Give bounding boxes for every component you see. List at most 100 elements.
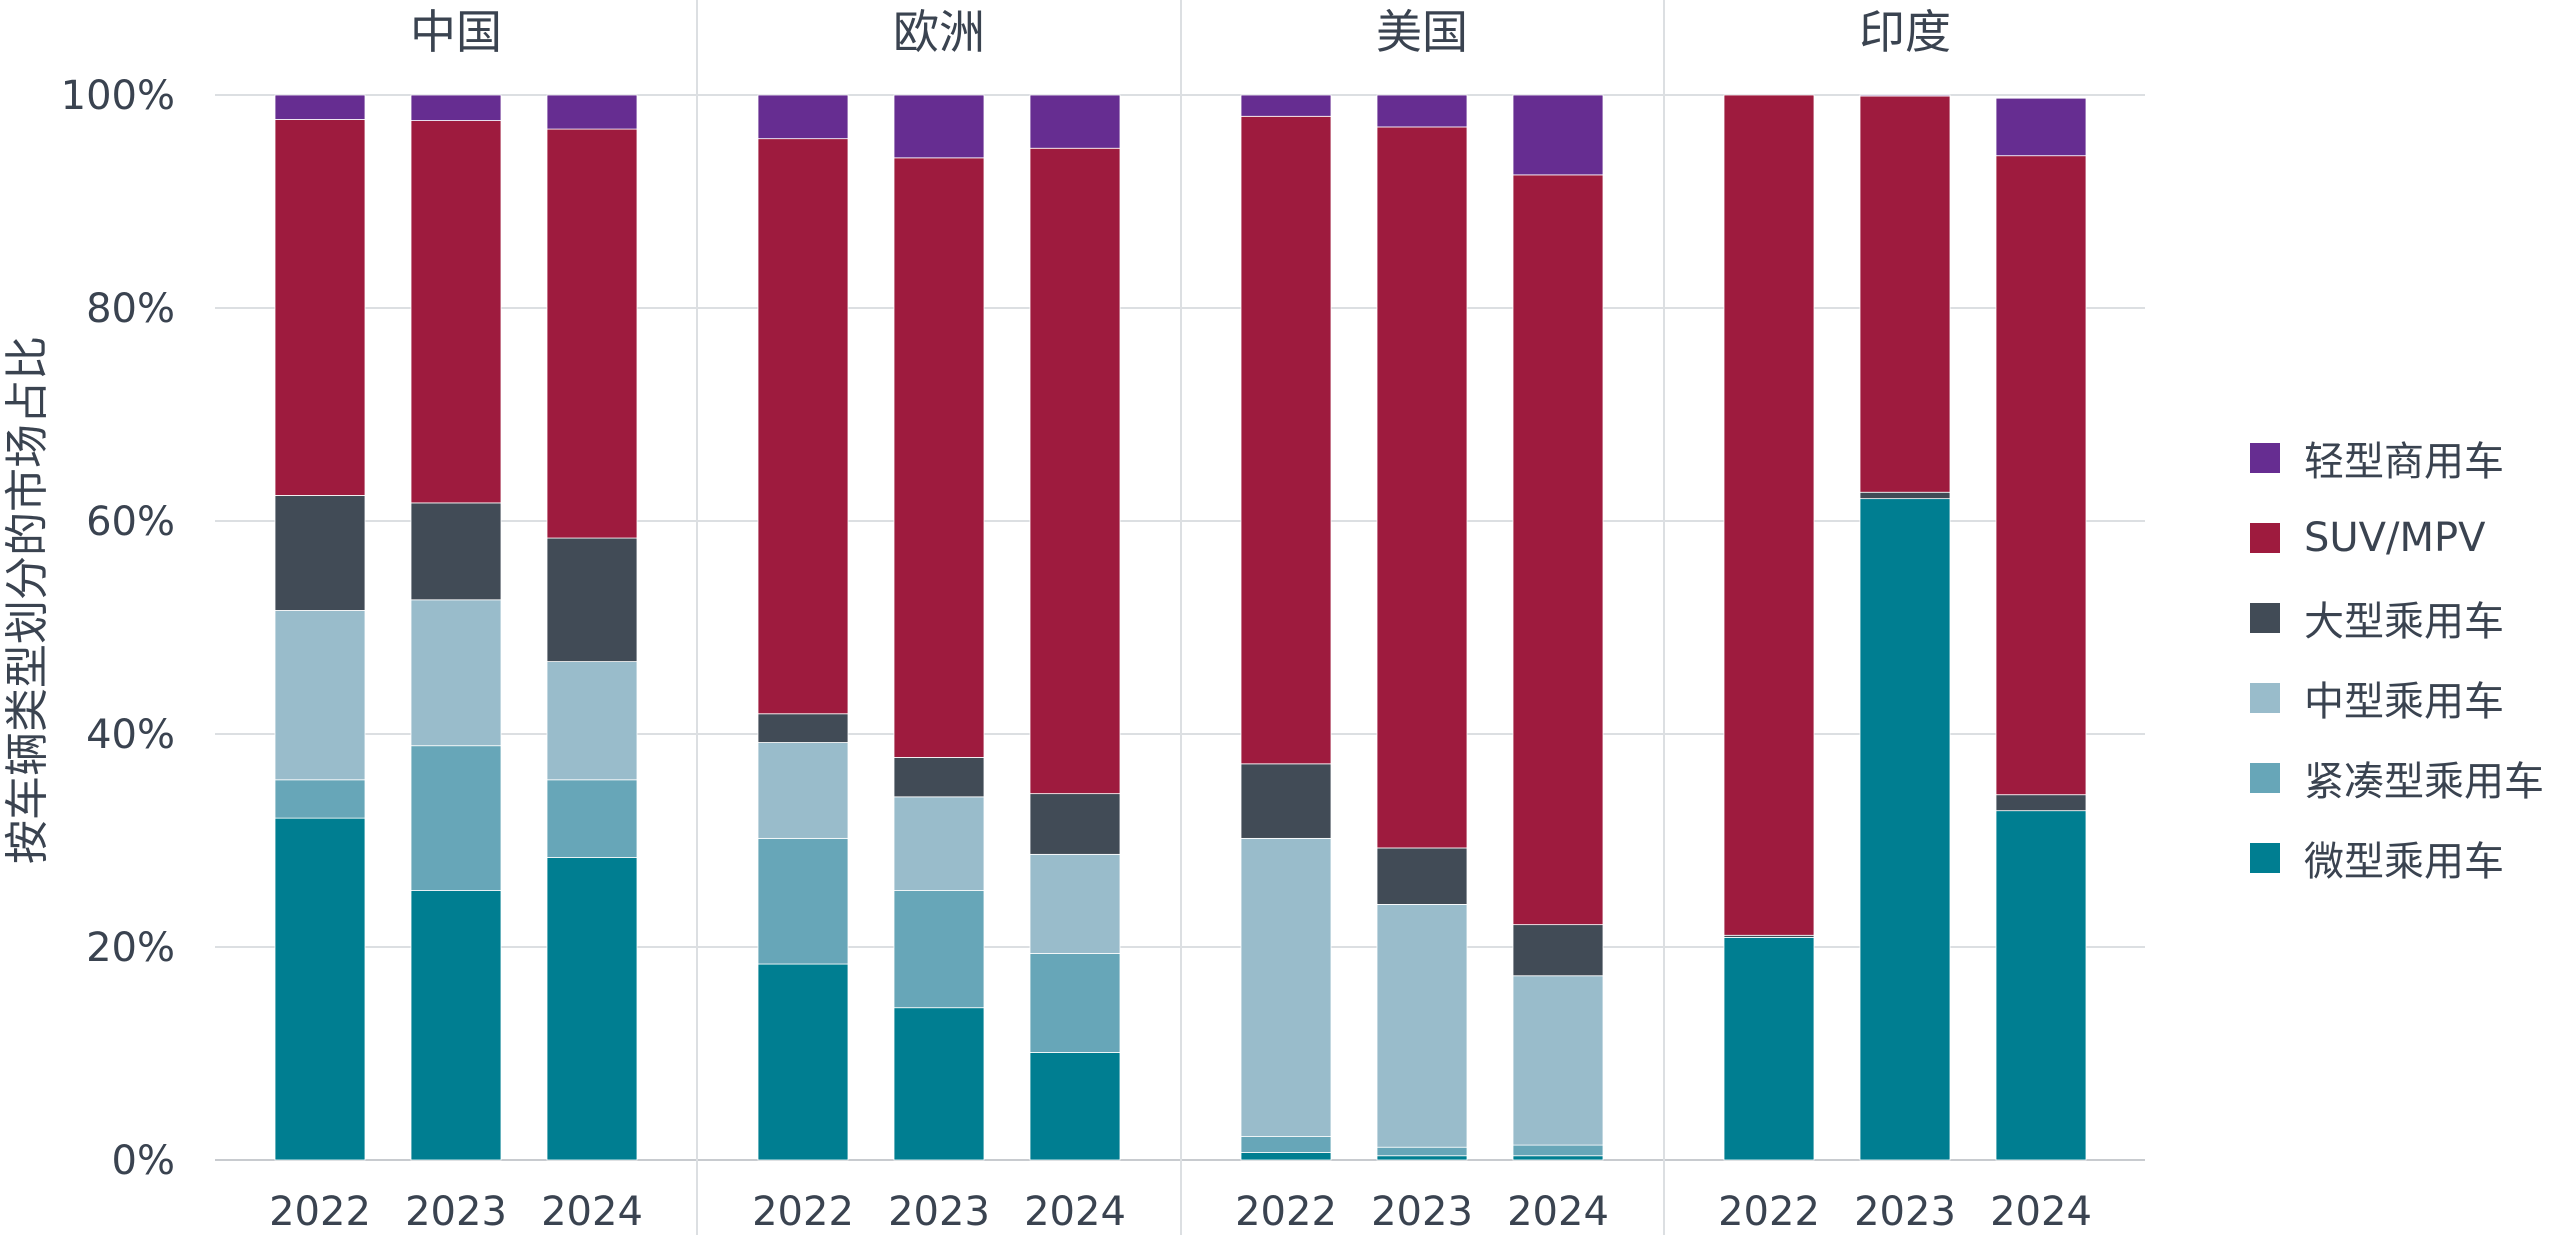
bar-segment [1995, 810, 2087, 1161]
bar-segment [546, 857, 638, 1161]
bar-segment [1029, 1052, 1121, 1161]
bar-segment [1995, 97, 2087, 157]
bar-segment [1029, 793, 1121, 855]
x-axis-ticks: 2022 2023 2024 2022 2023 2024 2022 2023 2024 2022… [269, 1189, 2092, 1235]
bar-segment [893, 1007, 985, 1161]
bar-segment [274, 779, 366, 819]
bar-segment [757, 94, 849, 140]
bar-segment [274, 817, 366, 1161]
panel-title: 欧洲 [893, 5, 985, 59]
bar-segment [1376, 126, 1468, 849]
x-tick-label: 2024 [1507, 1189, 1609, 1235]
y-tick-label: 60% [86, 499, 175, 545]
bar-segment [1376, 847, 1468, 905]
bars [274, 94, 2087, 1161]
legend-label: 大型乘用车 [2304, 599, 2504, 645]
bar-segment [410, 745, 502, 891]
bar-segment [757, 138, 849, 715]
y-tick-label: 80% [86, 286, 175, 332]
bar-segment [274, 119, 366, 496]
bar-segment [410, 890, 502, 1161]
legend-item: 紧凑型乘用车 [2250, 738, 2544, 818]
x-tick-label: 2023 [1371, 1189, 1473, 1235]
bar-segment [274, 495, 366, 611]
bar-segment [1995, 794, 2087, 812]
legend-swatch [2250, 763, 2280, 793]
bar-segment [1029, 94, 1121, 149]
panel-title: 美国 [1376, 5, 1468, 59]
bar-segment [893, 157, 985, 758]
y-axis-ticks: 0% 20% 40% 60% 80% 100% [61, 73, 175, 1184]
legend-label: 微型乘用车 [2304, 839, 2504, 885]
bar-segment [1512, 924, 1604, 977]
x-tick-label: 2023 [1854, 1189, 1956, 1235]
bar-segment [546, 128, 638, 539]
bar-segment [410, 120, 502, 504]
bar-segment [546, 94, 638, 130]
x-tick-label: 2024 [1990, 1189, 2092, 1235]
legend-swatch [2250, 523, 2280, 553]
x-tick-label: 2022 [752, 1189, 854, 1235]
legend-item: 轻型商用车 [2250, 418, 2544, 498]
bar-segment [893, 94, 985, 159]
bar-segment [893, 757, 985, 798]
bar-segment [1723, 94, 1815, 936]
bar-segment [410, 94, 502, 121]
panel-titles: 中国 欧洲 美国 印度 [410, 5, 1951, 59]
bar-segment [1512, 1155, 1604, 1161]
y-tick-label: 20% [86, 925, 175, 971]
bar-segment [1723, 937, 1815, 1161]
bar-segment [1512, 1144, 1604, 1157]
x-tick-label: 2024 [1024, 1189, 1126, 1235]
bar-segment [1376, 1155, 1468, 1161]
bar-segment [1240, 94, 1332, 117]
bar-segment [1859, 491, 1951, 500]
bar-segment [1240, 1136, 1332, 1153]
bar-segment [274, 94, 366, 120]
legend-swatch [2250, 843, 2280, 873]
legend-item: 微型乘用车 [2250, 818, 2544, 898]
panel-title: 中国 [410, 5, 502, 59]
bar-segment [757, 963, 849, 1161]
bar-segment [757, 713, 849, 743]
legend-item: 大型乘用车 [2250, 578, 2544, 658]
legend-label: 轻型商用车 [2304, 439, 2504, 485]
bar-segment [757, 837, 849, 965]
y-tick-label: 0% [112, 1138, 175, 1184]
bar-segment [1995, 155, 2087, 796]
legend-swatch [2250, 443, 2280, 473]
legend-label: SUV/MPV [2304, 515, 2486, 561]
bar-segment [1240, 763, 1332, 839]
x-tick-label: 2023 [405, 1189, 507, 1235]
bar-segment [1512, 94, 1604, 176]
bar-segment [1029, 147, 1121, 795]
bar-segment [546, 537, 638, 662]
bar-segment [1376, 94, 1468, 128]
x-tick-label: 2022 [1235, 1189, 1337, 1235]
bar-segment [1859, 94, 1951, 97]
bar-segment [1029, 952, 1121, 1053]
bar-segment [1376, 904, 1468, 1148]
bar-segment [1240, 1152, 1332, 1161]
bar-segment [410, 502, 502, 601]
bar-segment [546, 661, 638, 781]
bar-segment [410, 599, 502, 747]
legend-label: 中型乘用车 [2304, 679, 2504, 725]
bar-segment [1240, 837, 1332, 1137]
legend-label: 紧凑型乘用车 [2304, 759, 2544, 805]
bar-segment [274, 610, 366, 781]
x-tick-label: 2022 [269, 1189, 371, 1235]
legend: 轻型商用车 SUV/MPV 大型乘用车中型乘用车紧凑型乘用车 微型乘用车 [2250, 418, 2544, 898]
panel-title: 印度 [1859, 5, 1951, 59]
y-axis-label: 按车辆类型划分的市场占比 [2, 336, 53, 864]
legend-swatch [2250, 683, 2280, 713]
y-tick-label: 100% [61, 73, 175, 119]
bar-segment [1859, 498, 1951, 1161]
x-tick-label: 2024 [541, 1189, 643, 1235]
legend-swatch [2250, 603, 2280, 633]
y-tick-label: 40% [86, 712, 175, 758]
bar-segment [1512, 174, 1604, 926]
bar-segment [1029, 853, 1121, 954]
legend-item: SUV/MPV [2250, 498, 2544, 578]
